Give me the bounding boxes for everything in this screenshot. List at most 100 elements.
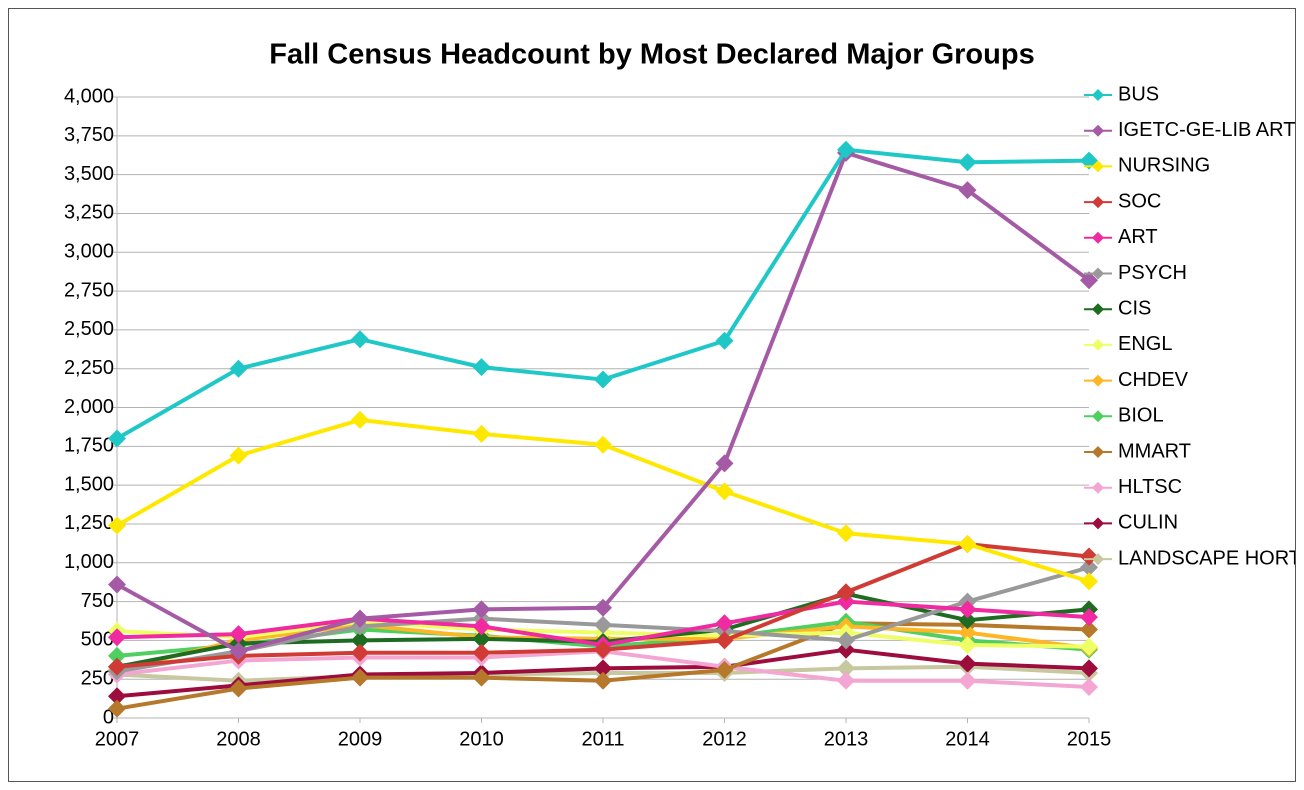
legend-item: HLTSC bbox=[1084, 476, 1182, 498]
point-marker bbox=[837, 671, 855, 690]
point-marker bbox=[351, 410, 369, 429]
y-tick-label: 0 bbox=[103, 706, 114, 728]
legend-label: MMART bbox=[1118, 440, 1191, 462]
point-marker bbox=[958, 636, 977, 655]
point-marker bbox=[472, 643, 491, 662]
series bbox=[108, 410, 1098, 591]
point-marker bbox=[594, 615, 612, 634]
point-marker bbox=[108, 516, 126, 535]
point-marker bbox=[472, 600, 491, 619]
legend-item: CULIN bbox=[1084, 512, 1178, 534]
point-marker bbox=[351, 609, 369, 628]
point-marker bbox=[837, 631, 855, 650]
x-tick-label: 2013 bbox=[824, 728, 869, 750]
legend-item: CHDEV bbox=[1084, 369, 1189, 391]
point-marker bbox=[958, 153, 977, 172]
legend-label: CHDEV bbox=[1118, 369, 1189, 391]
legend-marker bbox=[1092, 338, 1104, 351]
point-marker bbox=[108, 699, 126, 718]
y-tick-label: 3,750 bbox=[64, 124, 114, 146]
point-marker bbox=[958, 600, 977, 619]
series bbox=[108, 614, 1098, 718]
point-marker bbox=[715, 331, 734, 350]
x-tick-label: 2009 bbox=[338, 728, 383, 750]
x-tick-label: 2015 bbox=[1067, 728, 1112, 750]
point-marker bbox=[229, 446, 248, 465]
point-marker bbox=[715, 660, 734, 679]
legend-marker bbox=[1092, 517, 1104, 530]
point-marker bbox=[351, 668, 369, 687]
legend-item: CIS bbox=[1084, 297, 1151, 319]
point-marker bbox=[594, 671, 612, 690]
point-marker bbox=[108, 429, 126, 448]
legend-item: MMART bbox=[1084, 440, 1191, 462]
point-marker bbox=[837, 640, 855, 659]
point-marker bbox=[1080, 572, 1098, 591]
point-marker bbox=[958, 611, 977, 630]
x-tick-label: 2012 bbox=[702, 728, 747, 750]
legend-marker bbox=[1092, 267, 1104, 280]
y-tick-label: 2,250 bbox=[64, 357, 114, 379]
point-marker bbox=[958, 623, 977, 642]
point-marker bbox=[837, 140, 855, 159]
point-marker bbox=[594, 435, 612, 454]
legend-label: CULIN bbox=[1118, 512, 1178, 534]
legend-label: SOC bbox=[1118, 190, 1161, 212]
point-marker bbox=[472, 617, 491, 636]
legend-marker bbox=[1092, 124, 1104, 137]
legend-item: ART bbox=[1084, 226, 1158, 248]
y-tick-label: 3,000 bbox=[64, 241, 114, 263]
point-marker bbox=[837, 583, 855, 602]
point-marker bbox=[1080, 620, 1098, 639]
legend-marker bbox=[1092, 89, 1104, 101]
legend-marker bbox=[1092, 410, 1104, 423]
point-marker bbox=[108, 657, 126, 676]
legend-label: HLTSC bbox=[1118, 476, 1182, 498]
legend-item: BIOL bbox=[1084, 405, 1164, 427]
point-marker bbox=[229, 679, 248, 698]
legend-item: NURSING bbox=[1084, 155, 1210, 177]
legend-item: BUS bbox=[1084, 83, 1159, 105]
legend-label: BUS bbox=[1118, 83, 1159, 105]
point-marker bbox=[715, 454, 734, 473]
point-marker bbox=[837, 592, 855, 611]
x-tick-label: 2008 bbox=[216, 728, 261, 750]
legend-marker bbox=[1092, 481, 1104, 494]
legend-marker bbox=[1092, 553, 1104, 566]
point-marker bbox=[108, 646, 126, 665]
point-marker bbox=[472, 629, 491, 648]
x-tick-label: 2007 bbox=[95, 728, 140, 750]
x-tick-label: 2011 bbox=[581, 728, 624, 750]
point-marker bbox=[472, 424, 491, 443]
point-marker bbox=[958, 654, 977, 673]
legend-label: LANDSCAPE HORT bbox=[1118, 547, 1301, 569]
point-marker bbox=[351, 643, 369, 662]
point-marker bbox=[108, 628, 126, 647]
legend-item: ENGL bbox=[1084, 333, 1172, 355]
point-marker bbox=[108, 575, 126, 594]
x-tick-label: 2010 bbox=[459, 728, 504, 750]
point-marker bbox=[594, 640, 612, 659]
legend-item: LANDSCAPE HORT bbox=[1084, 547, 1301, 569]
legend-marker bbox=[1092, 231, 1104, 244]
legend-item: IGETC-GE-LIB ART bbox=[1084, 119, 1295, 141]
legend-label: ENGL bbox=[1118, 333, 1172, 355]
y-tick-label: 1,750 bbox=[64, 435, 114, 457]
point-marker bbox=[594, 370, 612, 389]
legend-item: SOC bbox=[1084, 190, 1161, 212]
point-marker bbox=[594, 598, 612, 617]
y-tick-label: 2,000 bbox=[64, 396, 114, 418]
series bbox=[108, 143, 1098, 661]
point-marker bbox=[837, 659, 855, 678]
legend-item: PSYCH bbox=[1084, 262, 1187, 284]
y-tick-label: 3,250 bbox=[64, 202, 114, 224]
point-marker bbox=[229, 359, 248, 378]
point-marker bbox=[594, 659, 612, 678]
x-tick-label: 2014 bbox=[945, 728, 990, 750]
legend-marker bbox=[1092, 303, 1104, 316]
point-marker bbox=[472, 358, 491, 377]
point-marker bbox=[1080, 271, 1098, 290]
legend-label: BIOL bbox=[1118, 405, 1164, 427]
legend-marker bbox=[1092, 374, 1104, 387]
